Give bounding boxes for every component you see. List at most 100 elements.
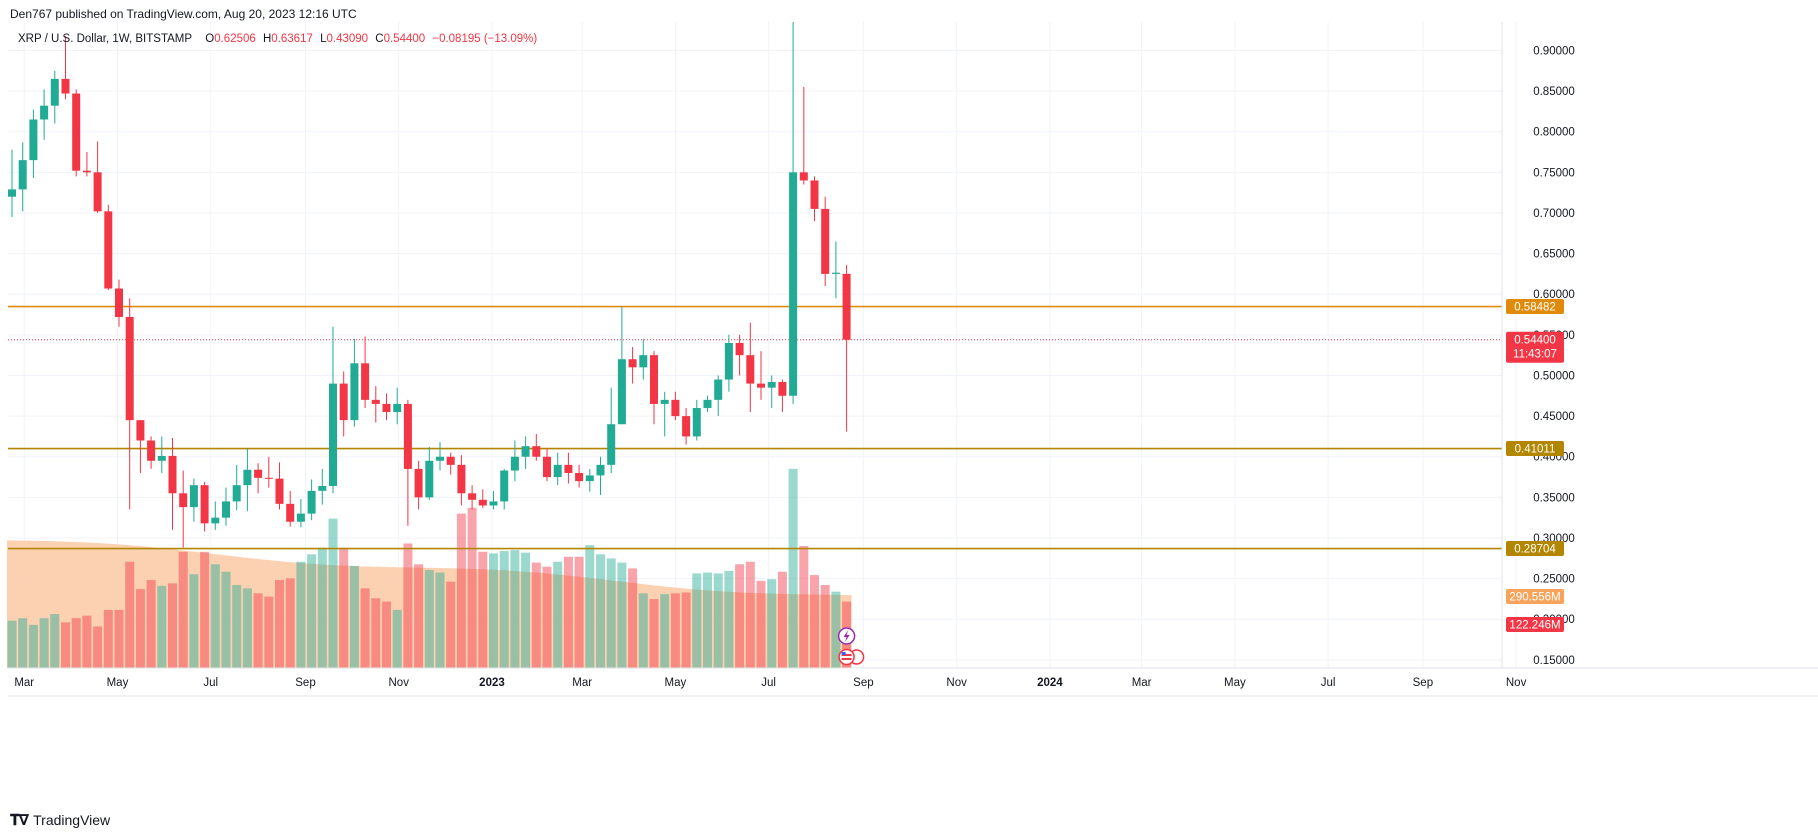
time-tick-label: 2024 — [1037, 677, 1063, 689]
candle-body — [179, 493, 188, 508]
price-tick-label: 0.70000 — [1533, 208, 1575, 220]
time-tick-label: Mar — [14, 677, 34, 689]
candle-body — [414, 468, 423, 498]
time-tick-label: Mar — [1132, 677, 1152, 689]
volume-bar — [168, 583, 177, 668]
candle-body — [757, 383, 765, 388]
volume-bar — [703, 572, 712, 668]
volume-bar — [831, 591, 841, 668]
time-axis: Mar May Jul Sep Nov 2023 Mar May Jul Sep Nov 2024 Ma… — [14, 677, 1526, 689]
volume-bar — [478, 551, 488, 668]
candle-body — [842, 273, 851, 340]
volume-bar — [71, 618, 81, 668]
last-price-tag: 0.54400 — [1514, 335, 1556, 347]
volume-bar — [670, 593, 680, 668]
candle-body — [671, 399, 680, 417]
published-by-line: Den767 published on TradingView.com, Aug… — [10, 7, 357, 21]
candle-body — [457, 464, 466, 494]
price-tick-label: 0.85000 — [1533, 86, 1575, 98]
price-tick-label: 0.25000 — [1533, 574, 1575, 586]
axis-lines — [8, 22, 1818, 697]
volume-bar — [103, 609, 113, 668]
candle-body — [489, 501, 498, 506]
time-tick-label: Nov — [389, 677, 410, 689]
volume-bar — [414, 564, 424, 668]
candle-body — [468, 493, 477, 500]
event-icons — [837, 627, 865, 666]
low-value: 0.43090 — [326, 33, 369, 45]
time-tick-label: May — [107, 677, 129, 689]
time-tick-label: Nov — [1506, 677, 1527, 689]
candle-body — [650, 355, 658, 404]
volume-bar — [521, 552, 531, 668]
candle-body — [29, 119, 38, 161]
volume-bar — [724, 570, 734, 668]
candle-body — [596, 464, 605, 476]
volume-bar — [574, 556, 584, 668]
volume-bar — [745, 561, 755, 668]
volume-bar — [542, 566, 552, 668]
candle-body — [254, 469, 263, 478]
price-tick-label: 0.15000 — [1533, 655, 1575, 667]
volume-bar — [82, 615, 92, 668]
candle-body — [532, 446, 541, 457]
volume-bar — [28, 624, 38, 668]
candle-body — [714, 379, 723, 400]
candle-body — [232, 485, 241, 502]
candle-body — [821, 208, 830, 274]
candle-body — [8, 189, 16, 197]
candle-body — [189, 485, 198, 508]
horizontal-levels — [8, 305, 1502, 550]
price-axis: 0.90000 0.85000 0.80000 0.75000 0.70000 0.650… — [1533, 45, 1575, 666]
volume-bar — [531, 562, 541, 668]
countdown-tag: 11:43:07 — [1513, 349, 1557, 361]
volume-bar — [638, 593, 648, 668]
candle-body — [521, 446, 530, 457]
candle-body — [211, 517, 220, 524]
volume-bar — [328, 518, 338, 668]
footer-brand[interactable]: 𝐓∇ TradingView — [10, 809, 110, 831]
volume-tag: 122.246M — [1509, 620, 1560, 632]
volume-bar — [135, 589, 145, 668]
volume-bar — [39, 618, 49, 668]
volume-bar — [456, 513, 466, 668]
candle-body — [115, 288, 123, 317]
volume-bar — [467, 507, 477, 668]
high-label: H — [262, 33, 272, 45]
volume-bar — [510, 550, 520, 668]
volume-bar — [360, 588, 370, 668]
candle-body — [799, 172, 808, 181]
volume-bar — [499, 550, 509, 668]
candle-body — [510, 456, 519, 471]
candle-body — [296, 513, 305, 522]
candle-body — [724, 342, 733, 380]
volume-bar — [200, 551, 210, 668]
volume-bar — [810, 575, 819, 668]
volume-bar — [221, 571, 231, 668]
price-tick-label: 0.35000 — [1533, 492, 1575, 504]
open-label: O — [205, 33, 215, 45]
candle-body — [125, 316, 134, 421]
candle-body — [264, 477, 273, 479]
candle-body — [403, 403, 412, 469]
volume-bar — [50, 614, 60, 668]
volume-bar — [382, 601, 391, 668]
candle-body — [810, 180, 819, 209]
symbol-legend: XRP / U.S. Dollar, 1W, BITSTAMP O0.62506… — [18, 33, 537, 45]
volume-bar — [7, 620, 17, 668]
symbol-title: XRP / U.S. Dollar, 1W, BITSTAMP — [18, 33, 193, 45]
volume-bar — [307, 554, 317, 668]
price-tick-label: 0.75000 — [1533, 167, 1575, 179]
time-tick-label: Jul — [203, 677, 218, 689]
candle-body — [350, 363, 359, 421]
candle-body — [436, 456, 444, 461]
candle-body — [371, 399, 380, 404]
candle-body — [136, 420, 145, 441]
volume-bar — [713, 573, 723, 668]
candle-body — [200, 485, 209, 524]
candle-body — [275, 478, 284, 504]
volume-bar — [392, 609, 402, 668]
volume-bar — [628, 568, 638, 668]
volume-bar — [788, 468, 798, 668]
